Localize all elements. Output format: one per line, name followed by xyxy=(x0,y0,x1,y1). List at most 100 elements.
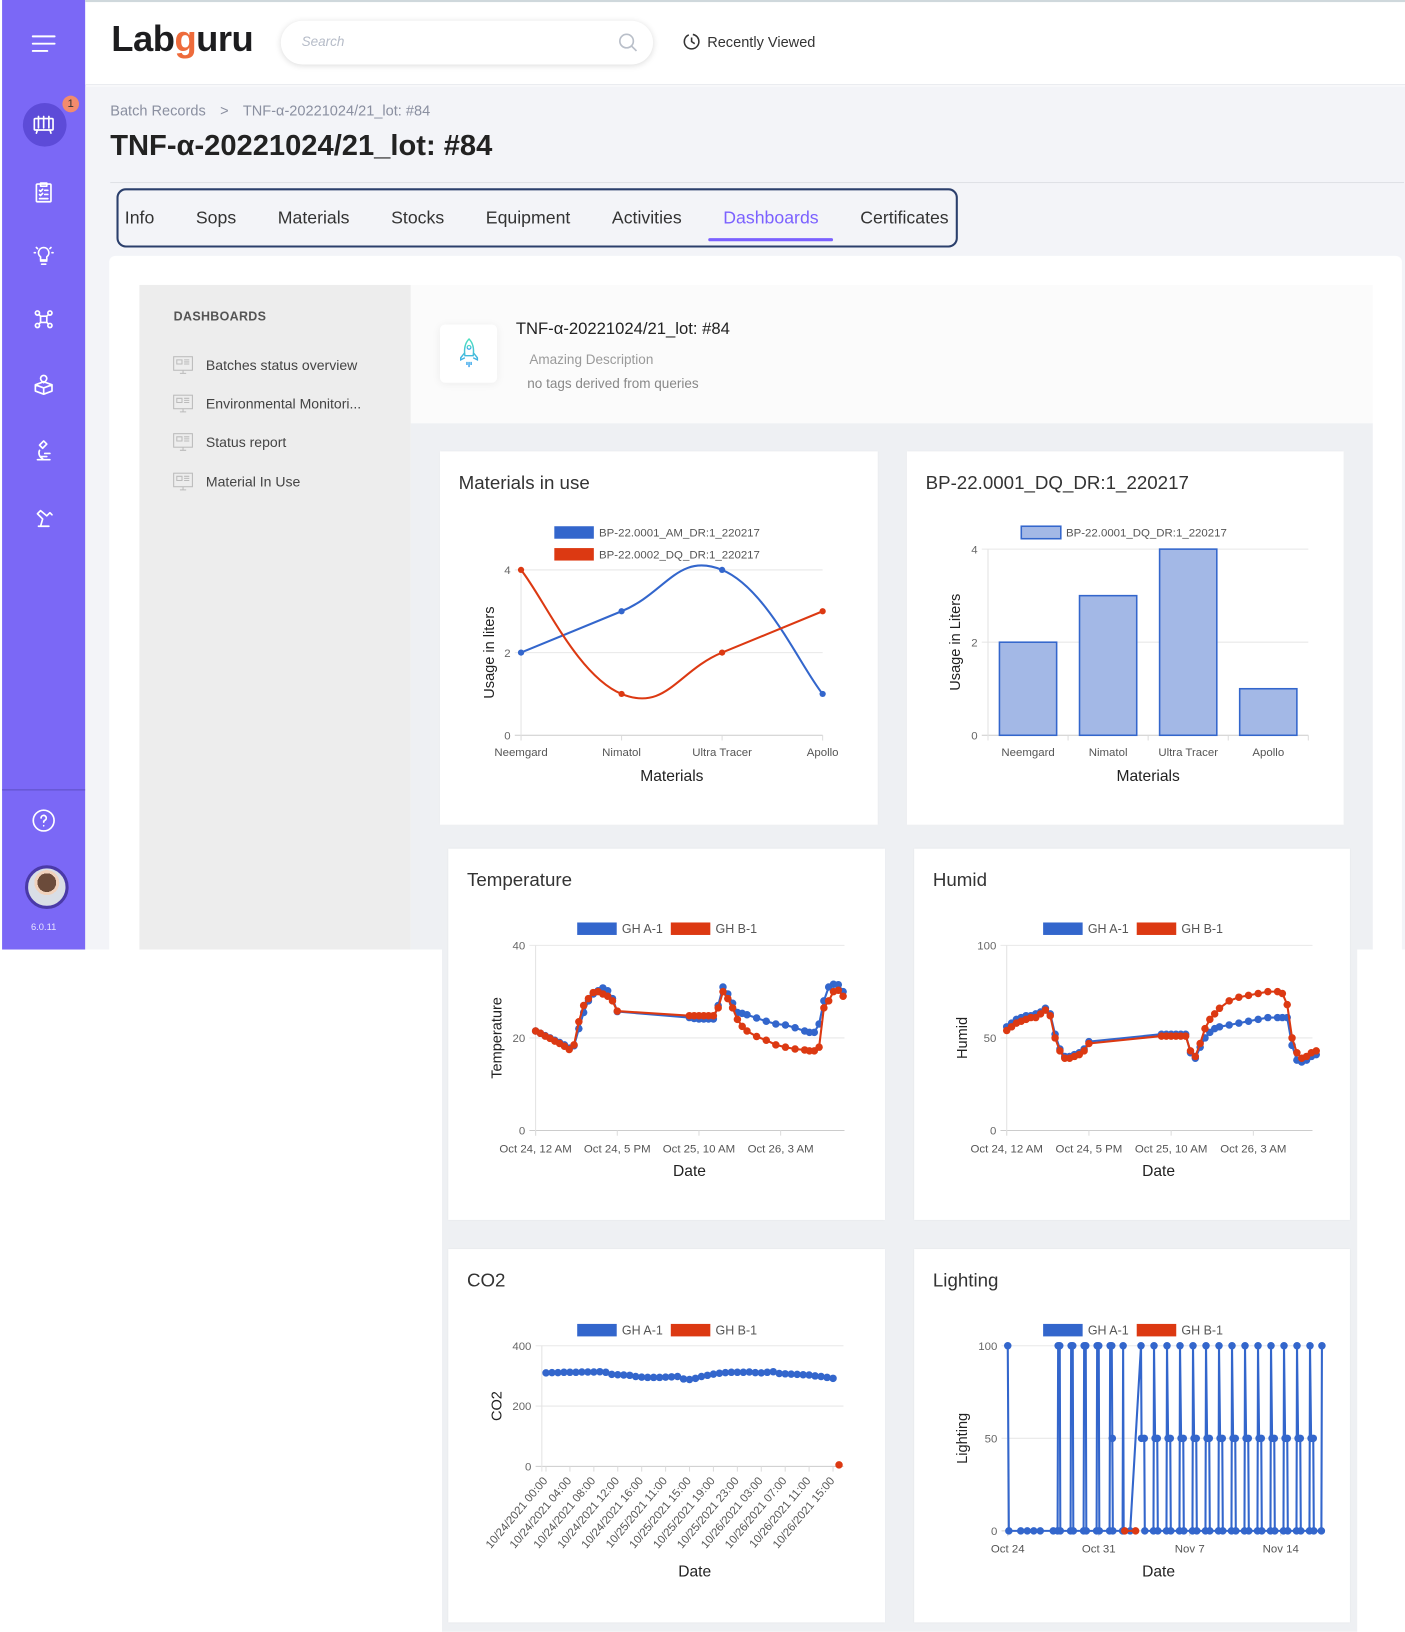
data-point-blue xyxy=(1310,1527,1318,1535)
data-point-blue xyxy=(572,1368,580,1377)
data-point-blue xyxy=(709,1370,718,1378)
bar xyxy=(1238,687,1298,737)
breadcrumb-parent-link[interactable]: Batch Records xyxy=(110,101,206,119)
data-point-blue xyxy=(697,1372,706,1381)
x-tick-label: Oct 24, 5 PM xyxy=(1056,1143,1123,1155)
nav-sidebar: 1 6.0.11 xyxy=(2,0,86,950)
title-divider xyxy=(110,182,1405,184)
data-point-blue xyxy=(772,1020,780,1028)
data-point-blue xyxy=(1244,1434,1253,1443)
data-point-blue xyxy=(1317,1527,1326,1535)
data-point-blue xyxy=(673,1372,682,1381)
dashboard-description: Amazing Description xyxy=(529,351,654,368)
data-point-blue xyxy=(1215,1023,1224,1031)
dashboard-item-label: Material In Use xyxy=(205,473,301,490)
logo-text-g: g xyxy=(174,18,197,60)
data-point-red xyxy=(1254,989,1262,998)
tab-materials[interactable]: Materials xyxy=(277,207,350,228)
data-point-blue xyxy=(1296,1434,1305,1443)
data-point-red xyxy=(613,1007,622,1015)
dashboard-item-environmental-monitoring[interactable]: Environmental Monitori... xyxy=(173,394,361,413)
data-point-blue xyxy=(1254,1342,1262,1350)
dashboard-item-material-in-use[interactable]: Material In Use xyxy=(173,472,301,491)
menu-icon[interactable] xyxy=(23,23,65,65)
protocols-clipboard-icon[interactable] xyxy=(23,172,65,214)
data-point-red xyxy=(1278,989,1287,998)
tab-dashboards[interactable]: Dashboards xyxy=(708,190,833,245)
breadcrumb-separator: > xyxy=(220,101,229,119)
data-point-blue xyxy=(1280,1342,1288,1350)
data-point-red xyxy=(1181,1032,1190,1040)
data-point-blue xyxy=(608,1370,616,1379)
x-tick-label: Oct 26, 3 AM xyxy=(748,1143,814,1155)
data-point-red xyxy=(1191,1052,1200,1061)
tab-info[interactable]: Info xyxy=(124,207,155,228)
data-point-blue xyxy=(751,1368,760,1377)
chart-card-temperature: Temperature 0 20 40 Temperature Date GH A-1 GH… xyxy=(448,848,886,1220)
data-point-blue xyxy=(745,1368,754,1376)
legend-swatch xyxy=(670,1323,711,1337)
data-point-blue xyxy=(1215,1342,1223,1350)
tab-activities[interactable]: Activities xyxy=(611,207,682,228)
dashboard-item-batches-status-overview[interactable]: Batches status overview xyxy=(173,356,357,375)
user-avatar[interactable] xyxy=(24,865,69,909)
data-point-blue xyxy=(1271,1527,1279,1535)
x-tick-label: Nimatol xyxy=(602,747,641,759)
data-point-blue xyxy=(763,1368,772,1377)
data-point-blue xyxy=(1004,1342,1012,1350)
data-point-blue xyxy=(791,1023,799,1032)
search-box[interactable] xyxy=(280,20,654,65)
tab-certificates[interactable]: Certificates xyxy=(860,207,949,228)
y-axis-title: Usage in liters xyxy=(482,607,498,699)
x-tick-label: Neemgard xyxy=(494,747,547,759)
recently-viewed-label: Recently Viewed xyxy=(707,33,816,50)
tab-equipment[interactable]: Equipment xyxy=(485,207,571,228)
x-axis-title: Materials xyxy=(1117,768,1180,785)
dashboard-header xyxy=(410,284,1373,424)
data-point-blue xyxy=(769,1367,777,1376)
data-point-blue xyxy=(1119,1342,1127,1350)
data-point-red xyxy=(1046,1011,1054,1020)
data-point-blue xyxy=(1231,1434,1240,1443)
search-icon[interactable] xyxy=(618,32,639,53)
ideas-lightbulb-icon[interactable] xyxy=(23,235,65,277)
data-point-red xyxy=(820,1004,828,1012)
help-icon[interactable] xyxy=(23,800,65,842)
data-point-blue xyxy=(548,1368,556,1377)
data-point-blue xyxy=(554,1368,562,1377)
legend-swatch xyxy=(554,526,594,539)
legend-swatch xyxy=(1043,922,1083,935)
search-input[interactable] xyxy=(299,32,606,50)
molecules-network-icon[interactable] xyxy=(23,298,65,340)
data-point-blue xyxy=(691,1374,700,1383)
data-point-red xyxy=(1080,1047,1088,1055)
bar xyxy=(1078,594,1138,737)
data-point-blue xyxy=(655,1373,664,1382)
data-point-red xyxy=(1312,1047,1320,1055)
recently-viewed-button[interactable]: Recently Viewed xyxy=(682,32,815,51)
tab-stocks[interactable]: Stocks xyxy=(391,207,445,228)
batch-records-icon[interactable] xyxy=(23,104,65,146)
inventory-box-icon[interactable] xyxy=(23,364,65,406)
page-title: TNF-α-20221024/21_lot: #84 xyxy=(110,128,493,162)
data-point-blue xyxy=(1036,1527,1045,1535)
equipment-microscope-icon[interactable] xyxy=(23,430,65,472)
active-nav-indicator xyxy=(22,102,67,147)
data-point-red xyxy=(738,1022,746,1031)
breadcrumb: Batch Records > TNF-α-20221024/21_lot: #… xyxy=(110,102,440,119)
data-point-blue xyxy=(781,1021,790,1029)
dashboard-item-status-report[interactable]: Status report xyxy=(173,433,286,452)
data-point-blue xyxy=(1109,1527,1117,1535)
robot-arm-icon[interactable] xyxy=(23,496,65,538)
data-point-red xyxy=(834,986,843,994)
y-tick-label: 0 xyxy=(504,730,510,742)
data-point-blue xyxy=(618,608,625,615)
tab-sops[interactable]: Sops xyxy=(195,207,237,228)
data-point-blue xyxy=(793,1370,801,1379)
series-line-red xyxy=(520,569,824,700)
data-point-blue xyxy=(1254,1015,1262,1024)
data-point-blue xyxy=(590,1368,598,1376)
data-point-blue xyxy=(1082,1527,1091,1535)
dashboard-icon-box xyxy=(439,324,498,383)
labguru-logo[interactable]: Labguru xyxy=(111,19,253,61)
